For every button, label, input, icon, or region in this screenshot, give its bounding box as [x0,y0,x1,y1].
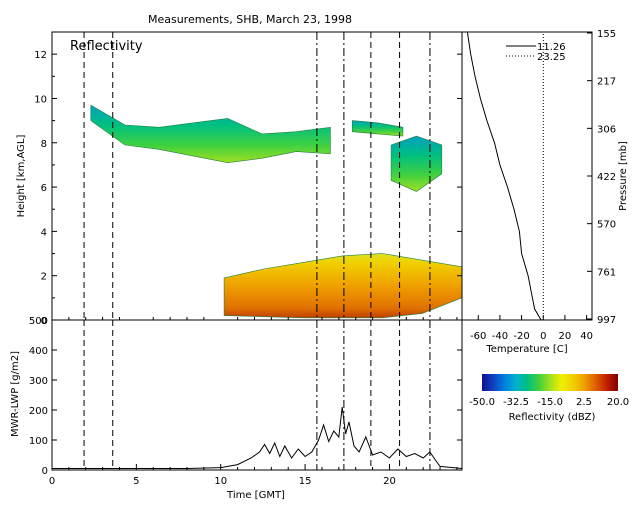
pressure-tick-label: 306 [597,124,616,135]
colorbar-tick-label: -50.0 [469,397,495,408]
colorbar: -50.0 -32.5 -15.0 2.5 20.0 Reflectivity (dBZ… [469,374,629,423]
colorbar-tick-label: -32.5 [503,397,529,408]
pressure-ticks: 155 217 306 422 570 761 997 [587,29,616,326]
colorbar-gradient [482,374,618,391]
temperature-profile-line [466,31,542,321]
temperature-tick-label: 20 [559,331,572,342]
x-tick-label: 20 [383,476,396,487]
y-tick-label: 6 [41,183,47,194]
y-tick-label: 12 [34,50,47,61]
x-tick-label: 15 [299,476,312,487]
lwp-y-tick-label: 500 [29,316,48,327]
pressure-tick-label: 155 [597,29,616,40]
x-axis-label: Time [GMT] [226,490,285,501]
pressure-axis-label: Pressure [mb] [618,141,629,211]
colorbar-label: Reflectivity (dBZ) [509,412,596,423]
x-tick-label: 5 [133,476,139,487]
sounding-lines-lower [83,320,431,470]
reflectivity-y-ticks: 0 2 4 6 8 10 12 [34,50,462,327]
temperature-legend: 11.26 23.25 [506,42,566,63]
legend-label-2: 23.25 [537,52,566,63]
y-tick-label: 0 [41,316,47,327]
x-tick-label: 10 [214,476,227,487]
temperature-tick-label: -20 [513,331,529,342]
x-tick-label: 0 [49,476,55,487]
legend-label-1: 11.26 [537,42,566,53]
y-tick-label: 2 [41,272,47,283]
reflectivity-regions [90,104,462,319]
temperature-tick-label: -40 [492,331,508,342]
lwp-y-axis-label: MWR-LWP [g/m2] [10,351,21,437]
panel-label: Reflectivity [70,39,143,54]
lwp-y-tick-label: 300 [29,376,48,387]
colorbar-tick-label: -15.0 [537,397,563,408]
temperature-x-ticks: -60 -40 -20 0 20 40 [470,315,593,342]
y-tick-label: 10 [34,94,47,105]
temperature-panel: -60 -40 -20 0 20 40 155 217 306 422 570 761 997 Tem… [461,29,629,355]
lwp-frame [51,319,463,471]
y-tick-label: 8 [41,139,47,150]
temperature-tick-label: 0 [540,331,546,342]
sounding-lines [83,32,431,320]
pressure-tick-label: 761 [597,267,616,278]
lwp-x-ticks: 0 5 10 15 20 [49,317,458,487]
colorbar-tick-label: 20.0 [607,397,629,408]
pressure-tick-label: 217 [597,77,616,88]
lwp-y-tick-label: 200 [29,406,48,417]
reflectivity-panel: 0 2 4 6 8 10 12 Reflectivity Height [km,AGL] [16,31,463,327]
reflectivity-region [390,135,443,192]
y-axis-label: Height [km,AGL] [16,135,27,218]
chart-title: Measurements, SHB, March 23, 1998 [148,13,352,26]
reflectivity-region [352,120,404,137]
lwp-y-tick-label: 400 [29,346,48,357]
lwp-y-tick-label: 0 [42,466,48,477]
lwp-y-ticks: 0 100 200 300 400 500 [29,316,462,477]
temperature-tick-label: 40 [580,331,593,342]
temperature-profiles [466,31,544,321]
lwp-line [52,406,463,469]
temperature-tick-label: -60 [470,331,486,342]
reflectivity-region [223,253,462,319]
reflectivity-region [90,104,331,164]
pressure-tick-label: 997 [597,315,616,326]
colorbar-ticks: -50.0 -32.5 -15.0 2.5 20.0 [469,397,629,408]
pressure-tick-label: 570 [597,220,616,231]
colorbar-tick-label: 2.5 [576,397,592,408]
temperature-frame [461,31,593,321]
lwp-y-tick-label: 100 [29,436,48,447]
y-tick-label: 4 [41,227,47,238]
pressure-tick-label: 422 [597,172,616,183]
temperature-axis-label: Temperature [C] [485,344,567,355]
lwp-panel: 0 100 200 300 400 500 0 5 10 15 20 Time [GMT] MWR… [10,316,463,501]
